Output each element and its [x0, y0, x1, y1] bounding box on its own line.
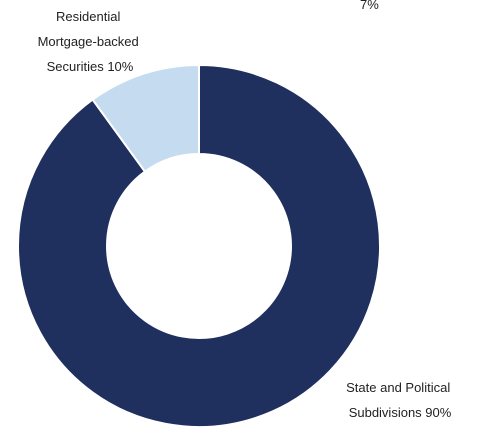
slices-group	[17, 63, 381, 427]
slice-label-line: Mortgage-backed	[38, 34, 139, 49]
slice-label-line: Residential	[56, 9, 120, 24]
partial-top-label: 7%	[360, 0, 379, 12]
slice-state-political	[17, 63, 381, 427]
slice-label-line: Subdivisions 90%	[349, 405, 452, 420]
slice-label-residential: Residential Mortgage-backed Securities 1…	[38, 9, 143, 74]
slice-label-line: Securities 10%	[47, 59, 134, 74]
slice-label-state: State and Political Subdivisions 90%	[346, 380, 454, 420]
slice-residential-mbs	[91, 63, 200, 173]
slice-label-line: State and Political	[346, 380, 450, 395]
